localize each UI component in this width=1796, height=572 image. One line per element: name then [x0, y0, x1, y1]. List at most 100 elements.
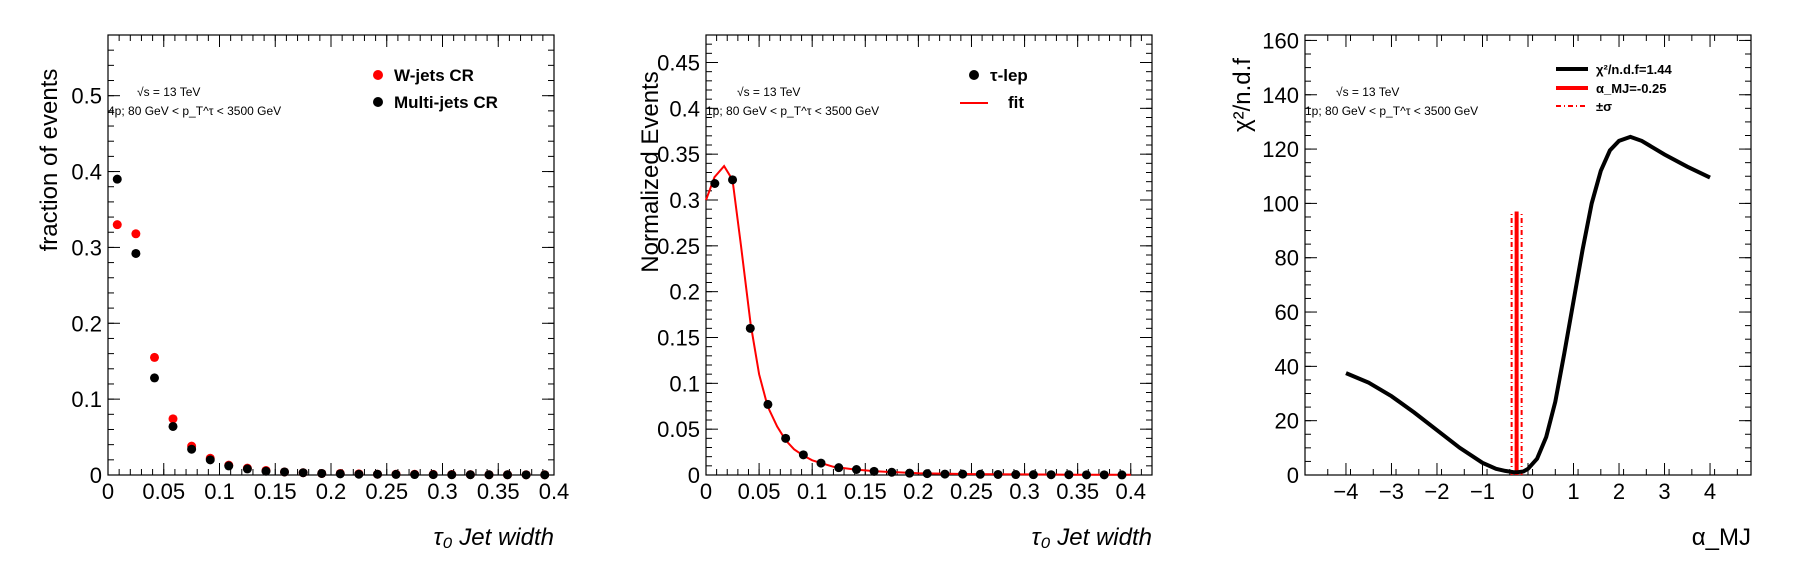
tau-lep-point: [834, 463, 844, 473]
tau-lep-point: [1117, 470, 1127, 480]
x-tick-label: −4: [1333, 479, 1358, 504]
w-jets-point: [131, 229, 141, 239]
y-tick-label: 20: [1275, 409, 1299, 434]
multi-jets-point: [410, 470, 420, 480]
y-tick-label: 0.45: [657, 51, 700, 76]
y-tick-label: 0.2: [669, 280, 700, 305]
y-tick-label: 0.35: [657, 142, 700, 167]
data-points: [112, 174, 550, 480]
tau-lep-point: [975, 469, 985, 479]
multi-jets-point: [261, 466, 271, 476]
x-axis-label: τ₀ Jet width: [434, 524, 554, 551]
x-tick-label: −1: [1470, 479, 1495, 504]
multi-jets-point: [168, 421, 178, 431]
tau-lep-point: [869, 466, 879, 476]
x-tick-label: 1: [1567, 479, 1579, 504]
tau-lep-point: [1064, 470, 1074, 480]
y-tick-label: 0.2: [71, 311, 102, 336]
x-axis-label: τ₀ Jet width: [1032, 524, 1152, 551]
x-tick-label: 0.2: [903, 479, 934, 504]
tau-lep-point: [816, 458, 826, 468]
x-tick-label: 0.2: [316, 479, 347, 504]
tau-lep-point: [1099, 470, 1109, 480]
legend-marker-w-jets: [373, 70, 383, 80]
legend-label-w-jets: W-jets CR: [394, 66, 474, 85]
x-tick-label: 0.15: [844, 479, 887, 504]
multi-jets-point: [372, 469, 382, 479]
x-tick-label: 3: [1658, 479, 1670, 504]
multi-jets-point: [131, 248, 141, 258]
multi-jets-point: [280, 467, 290, 477]
tau-lep-point: [1028, 470, 1038, 480]
tau-lep-point: [781, 433, 791, 443]
x-tick-label: 0.25: [950, 479, 993, 504]
x-tick-label: −2: [1424, 479, 1449, 504]
x-tick-label: 0: [700, 479, 712, 504]
x-axis-label: α_MJ: [1692, 524, 1751, 551]
multi-jets-point: [149, 373, 159, 383]
tau-lep-point: [993, 469, 1003, 479]
multi-jets-point: [205, 455, 215, 465]
y-tick-label: 40: [1275, 354, 1299, 379]
legend-label-sigma: ±σ: [1596, 99, 1612, 114]
y-tick-label: 0.05: [657, 417, 700, 442]
y-tick-label: 160: [1262, 28, 1299, 53]
legend-label-chi2: χ²/n.d.f=1.44: [1596, 62, 1673, 77]
x-tick-label: 0.05: [142, 479, 185, 504]
legend: χ²/n.d.f=1.44 α_MJ=-0.25 ±σ: [1556, 62, 1673, 114]
panel-normalized-events: 0 0.05 0.1 0.15 0.2 0.25 0.3 0.35 0.4 0 0.05 0.1 0.1…: [637, 34, 1153, 551]
w-jets-point: [149, 352, 159, 362]
legend-label-multi-jets: Multi-jets CR: [394, 93, 498, 112]
data-points: [710, 175, 1127, 480]
tau-lep-point: [922, 469, 932, 479]
x-tick-label: 0.35: [477, 479, 520, 504]
x-tick-label: 0: [1522, 479, 1534, 504]
tau-lep-point: [887, 467, 897, 477]
x-tick-label: 0.4: [539, 479, 570, 504]
y-tick-label: 0.3: [71, 235, 102, 260]
legend: τ-lep fit: [960, 66, 1028, 112]
y-axis-label: χ²/n.d.f: [1229, 58, 1256, 132]
x-tick-label: −3: [1379, 479, 1404, 504]
y-tick-label: 60: [1275, 300, 1299, 325]
x-tick-label: 2: [1613, 479, 1625, 504]
x-tick-label: 0.35: [1056, 479, 1099, 504]
tau-lep-point: [851, 465, 861, 474]
x-tick-label: 4: [1704, 479, 1716, 504]
multi-jets-point: [391, 469, 401, 479]
y-tick-label: 0.15: [657, 326, 700, 351]
legend-marker-multi-jets: [373, 97, 383, 107]
tau-lep-point: [1046, 470, 1056, 480]
multi-jets-point: [503, 470, 513, 480]
multi-jets-point: [540, 470, 550, 480]
y-tick-label: 0.25: [657, 234, 700, 259]
y-tick-label: 0.4: [71, 160, 102, 185]
y-tick-label: 80: [1275, 246, 1299, 271]
w-jets-point: [168, 414, 178, 424]
y-tick-label: 120: [1262, 137, 1299, 162]
x-tick-label: 0.4: [1115, 479, 1146, 504]
selection-annotation: 1p; 80 GeV < p_T^τ < 3500 GeV: [706, 104, 879, 118]
y-axis-label: fraction of events: [36, 69, 63, 252]
tau-lep-point: [940, 469, 950, 479]
x-tick-label: 0: [102, 479, 114, 504]
multi-jets-point: [242, 464, 252, 474]
tau-lep-point: [745, 323, 755, 333]
multi-jets-point: [317, 468, 327, 478]
multi-jets-point: [521, 470, 531, 480]
y-tick-label: 0.3: [669, 188, 700, 213]
tau-lep-point: [728, 175, 738, 185]
tau-lep-point: [905, 468, 915, 478]
energy-annotation: √s = 13 TeV: [137, 85, 200, 99]
multi-jets-point: [112, 174, 122, 184]
legend-marker-tau-lep: [969, 70, 979, 80]
x-tick-label: 0.25: [365, 479, 408, 504]
chi2-curve: [1345, 134, 1711, 475]
plot-frame: [705, 34, 1153, 476]
tau-lep-point: [798, 450, 808, 460]
alpha-lines: [1510, 211, 1523, 475]
multi-jets-point: [447, 470, 457, 480]
y-tick-label: 100: [1262, 191, 1299, 216]
